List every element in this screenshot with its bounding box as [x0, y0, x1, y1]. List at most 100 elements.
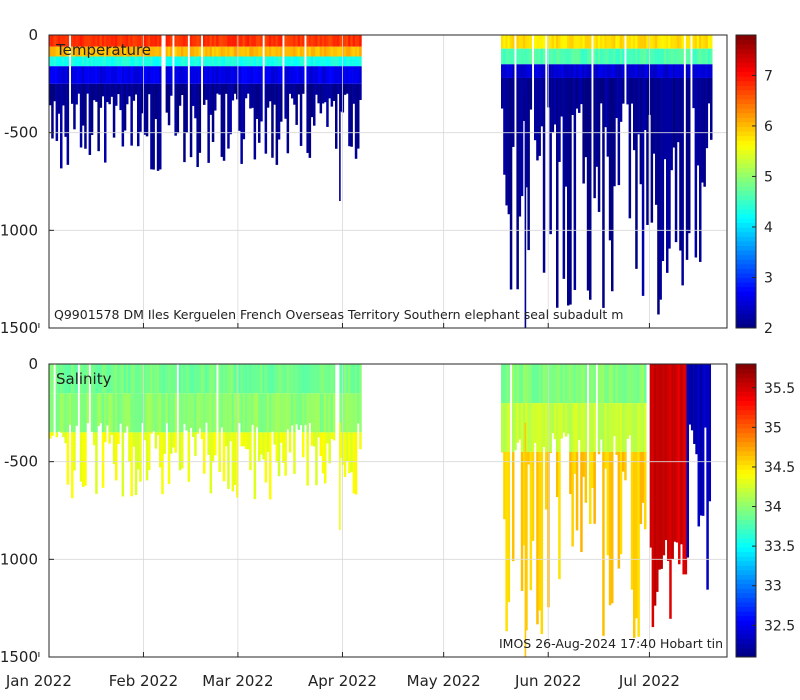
- heatmap-cell: [520, 35, 524, 49]
- heatmap-cell: [313, 46, 316, 57]
- heatmap-cell: [185, 83, 188, 133]
- heatmap-cell: [589, 48, 592, 65]
- heatmap-cell: [558, 451, 561, 580]
- heatmap-cell: [73, 83, 76, 130]
- heatmap-column: [115, 364, 118, 481]
- colorbar-cell: [736, 35, 756, 40]
- heatmap-column: [313, 364, 316, 447]
- heatmap-cell: [242, 56, 246, 67]
- heatmap-cell: [229, 66, 232, 84]
- temperature-x-ticks: [38, 323, 650, 328]
- heatmap-cell: [253, 46, 257, 57]
- heatmap-cell: [644, 451, 647, 530]
- heatmap-cell: [73, 66, 76, 84]
- heatmap-column: [608, 364, 612, 606]
- heatmap-cell: [571, 35, 574, 49]
- heatmap-cell: [626, 64, 629, 78]
- heatmap-cell: [549, 403, 552, 452]
- heatmap-cell: [218, 83, 221, 95]
- heatmap-cell: [633, 64, 636, 78]
- heatmap-cell: [529, 48, 533, 65]
- heatmap-cell: [189, 66, 193, 84]
- heatmap-cell: [247, 66, 250, 84]
- heatmap-column: [529, 35, 533, 110]
- colorbar-tick-label: 6: [764, 119, 773, 135]
- heatmap-cell: [181, 393, 184, 433]
- heatmap-cell: [121, 66, 125, 84]
- heatmap-column: [82, 364, 85, 488]
- heatmap-cell: [77, 83, 81, 94]
- heatmap-column: [597, 364, 601, 455]
- heatmap-column: [251, 35, 254, 108]
- heatmap-cell: [343, 432, 347, 478]
- heatmap-cell: [227, 393, 230, 433]
- heatmap-column: [536, 35, 539, 161]
- colorbar-cell: [736, 208, 756, 214]
- heatmap-cell: [509, 35, 513, 49]
- heatmap-cell: [132, 66, 136, 84]
- heatmap-cell: [196, 83, 199, 168]
- heatmap-cell: [64, 364, 67, 394]
- heatmap-cell: [64, 83, 67, 137]
- heatmap-cell: [359, 364, 362, 394]
- heatmap-cell: [260, 56, 263, 67]
- heatmap-column: [126, 35, 129, 105]
- heatmap-cell: [644, 77, 647, 131]
- heatmap-cell: [115, 35, 118, 47]
- heatmap-cell: [696, 48, 700, 65]
- heatmap-column: [677, 35, 680, 143]
- heatmap-cell: [343, 46, 347, 57]
- heatmap-cell: [608, 364, 612, 404]
- heatmap-cell: [710, 35, 713, 49]
- heatmap-cell: [536, 48, 539, 65]
- heatmap-cell: [128, 46, 131, 57]
- heatmap-cell: [209, 56, 213, 67]
- heatmap-cell: [275, 83, 279, 165]
- heatmap-cell: [531, 451, 535, 541]
- heatmap-cell: [348, 46, 351, 57]
- heatmap-cell: [589, 403, 592, 452]
- heatmap-cell: [163, 364, 166, 394]
- heatmap-column: [275, 35, 279, 165]
- heatmap-cell: [304, 393, 307, 425]
- heatmap-column: [57, 35, 61, 114]
- colorbar-cell: [736, 131, 756, 137]
- heatmap-cell: [306, 35, 309, 47]
- heatmap-column: [324, 364, 327, 484]
- heatmap-cell: [321, 56, 325, 67]
- heatmap-cell: [119, 83, 122, 111]
- heatmap-cell: [586, 77, 590, 291]
- heatmap-cell: [630, 64, 634, 78]
- heatmap-cell: [181, 364, 184, 394]
- heatmap-column: [359, 364, 362, 450]
- heatmap-cell: [214, 56, 217, 67]
- colorbar-cell: [736, 446, 756, 452]
- colorbar-cell: [736, 377, 756, 383]
- heatmap-cell: [556, 403, 559, 452]
- heatmap-cell: [121, 364, 125, 394]
- heatmap-cell: [575, 48, 579, 65]
- colorbar-cell: [736, 53, 756, 59]
- colorbar-cell: [736, 144, 756, 150]
- heatmap-cell: [297, 35, 301, 47]
- heatmap-cell: [205, 35, 208, 47]
- heatmap-cell: [284, 432, 287, 476]
- heatmap-column: [600, 35, 603, 104]
- heatmap-cell: [196, 364, 199, 394]
- heatmap-column: [602, 35, 605, 308]
- heatmap-cell: [514, 364, 517, 404]
- heatmap-column: [337, 35, 340, 95]
- heatmap-cell: [567, 403, 570, 434]
- heatmap-cell: [705, 35, 709, 49]
- heatmap-cell: [589, 451, 592, 525]
- heatmap-column: [167, 35, 171, 126]
- heatmap-column: [55, 35, 59, 141]
- heatmap-cell: [644, 35, 647, 49]
- heatmap-cell: [99, 393, 103, 424]
- colorbar-cell: [736, 364, 756, 369]
- heatmap-cell: [79, 83, 83, 148]
- heatmap-cell: [277, 364, 281, 394]
- heatmap-cell: [540, 403, 544, 452]
- heatmap-cell: [264, 35, 268, 47]
